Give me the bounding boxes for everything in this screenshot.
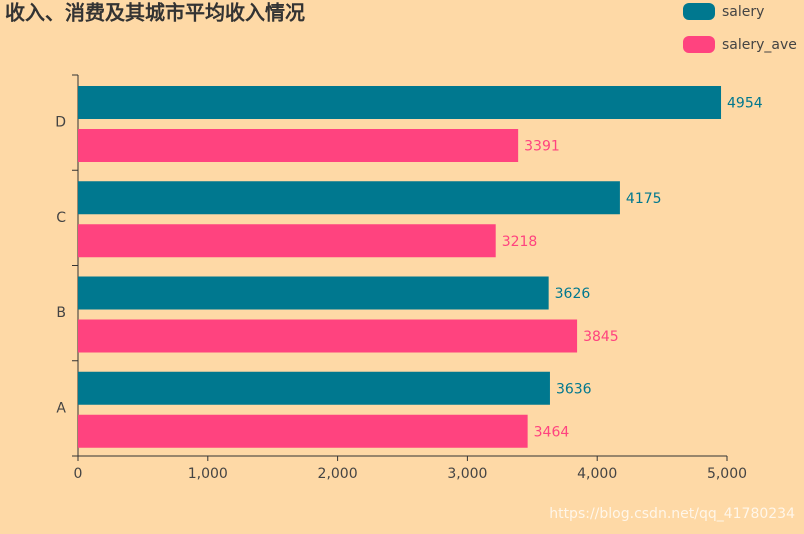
value-label: 4954 [727,96,763,112]
x-tick-label: 3,000 [447,466,487,482]
value-label: 3845 [583,329,619,345]
y-tick-label: A [56,400,66,416]
x-tick-label: 1,000 [188,466,228,482]
value-label: 3636 [556,381,592,397]
value-label: 4175 [626,191,662,207]
legend-swatch [683,36,715,53]
y-tick-label: B [56,305,66,321]
value-label: 3218 [502,234,538,250]
bar [78,224,496,258]
value-label: 3391 [524,139,560,155]
legend-swatch [683,3,715,20]
x-tick-label: 4,000 [577,466,617,482]
value-label: 3464 [534,424,570,440]
x-tick-label: 0 [74,466,83,482]
legend-label: salery_ave [722,37,797,53]
bar [78,319,578,353]
bar [78,276,549,310]
chart-title: 收入、消费及其城市平均收入情况 [5,1,305,25]
watermark: https://blog.csdn.net/qq_41780234 [549,506,795,522]
x-tick-label: 2,000 [318,466,358,482]
legend-label: salery [722,4,764,20]
value-label: 3626 [555,286,591,302]
bar [78,371,550,405]
x-tick-label: 5,000 [707,466,747,482]
bar [78,414,528,448]
bar [78,129,519,162]
y-tick-label: D [55,115,66,131]
y-tick-label: C [56,210,66,226]
bar [78,181,620,215]
bar [78,86,722,119]
